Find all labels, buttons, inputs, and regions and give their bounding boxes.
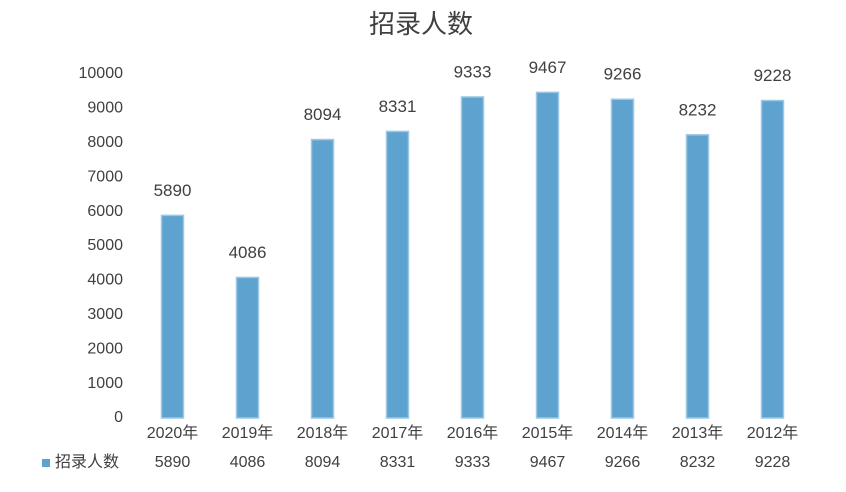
table-value: 8232: [680, 454, 716, 471]
data-label: 4086: [229, 243, 267, 262]
y-tick-label: 6000: [87, 203, 123, 220]
bar: [310, 138, 335, 419]
data-label: 9333: [454, 62, 492, 81]
x-tick-label: 2018年: [297, 424, 349, 442]
legend-marker: [42, 459, 50, 467]
x-tick-label: 2020年: [147, 424, 199, 442]
table-value: 8094: [305, 454, 341, 471]
bar: [760, 99, 785, 419]
y-tick-label: 4000: [87, 272, 123, 289]
y-tick-label: 2000: [87, 340, 123, 357]
y-tick-label: 0: [114, 409, 123, 426]
y-tick-label: 10000: [79, 65, 124, 82]
table-value: 9266: [605, 454, 641, 471]
table-value: 5890: [155, 454, 191, 471]
bar: [535, 91, 560, 419]
x-tick-label: 2012年: [747, 424, 799, 442]
y-tick-label: 3000: [87, 306, 123, 323]
x-tick-label: 2019年: [222, 424, 274, 442]
x-tick-label: 2013年: [672, 424, 724, 442]
data-label: 8232: [679, 100, 717, 119]
bar: [385, 130, 410, 419]
table-value: 4086: [230, 454, 266, 471]
data-label: 8094: [304, 105, 342, 124]
x-tick-label: 2017年: [372, 424, 424, 442]
table-value: 9228: [755, 454, 791, 471]
x-tick-label: 2015年: [522, 424, 574, 442]
y-tick-label: 8000: [87, 134, 123, 151]
data-label: 8331: [379, 97, 417, 116]
bar: [460, 96, 485, 419]
bar: [610, 98, 635, 419]
data-label: 5890: [154, 181, 192, 200]
bar: [235, 276, 260, 419]
data-label: 9228: [754, 66, 792, 85]
legend-label: 招录人数: [55, 453, 119, 471]
bar: [685, 134, 710, 419]
table-value: 8331: [380, 454, 416, 471]
y-tick-label: 5000: [87, 237, 123, 254]
bar: [160, 214, 185, 419]
data-label: 9266: [604, 65, 642, 84]
y-tick-label: 1000: [87, 375, 123, 392]
x-tick-label: 2016年: [447, 424, 499, 442]
chart-title: 招录人数: [369, 9, 473, 39]
y-tick-label: 7000: [87, 168, 123, 185]
table-value: 9333: [455, 454, 491, 471]
data-label: 9467: [529, 58, 567, 77]
x-tick-label: 2014年: [597, 424, 649, 442]
y-tick-label: 9000: [87, 100, 123, 117]
table-value: 9467: [530, 454, 566, 471]
